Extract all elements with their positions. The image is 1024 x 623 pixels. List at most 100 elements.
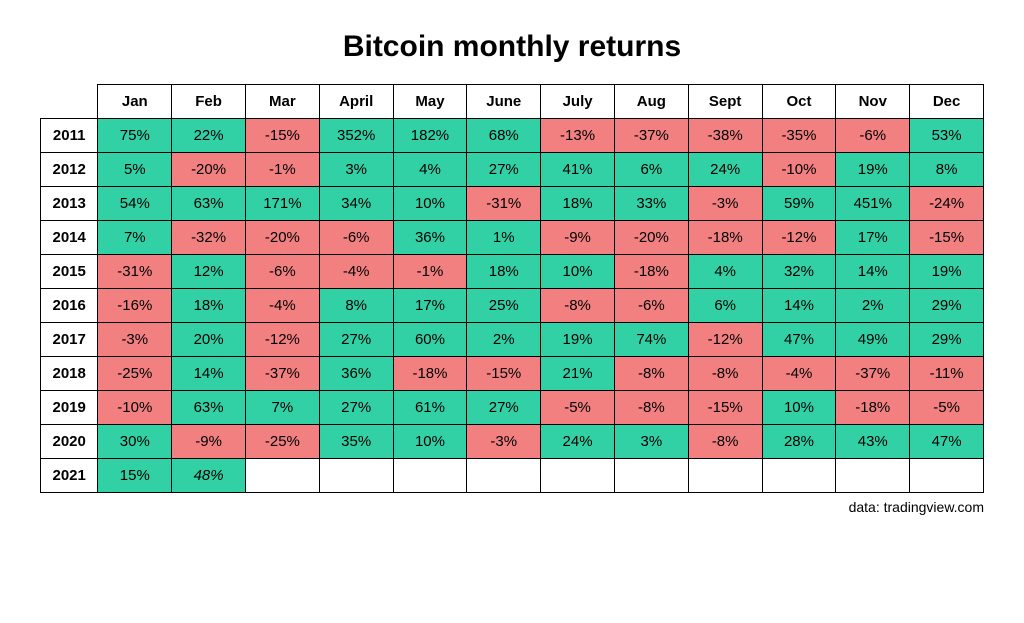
return-cell: 14% — [836, 255, 910, 289]
return-cell: -8% — [688, 357, 762, 391]
year-header: 2013 — [41, 187, 98, 221]
return-cell: -8% — [614, 391, 688, 425]
return-cell — [762, 459, 836, 493]
table-row: 2015-31%12%-6%-4%-1%18%10%-18%4%32%14%19… — [41, 255, 984, 289]
return-cell: 451% — [836, 187, 910, 221]
return-cell: 2% — [467, 323, 541, 357]
return-cell: 6% — [614, 153, 688, 187]
return-cell — [467, 459, 541, 493]
return-cell: 41% — [541, 153, 615, 187]
return-cell: -9% — [541, 221, 615, 255]
return-cell: 5% — [98, 153, 172, 187]
return-cell: -18% — [688, 221, 762, 255]
return-cell: -16% — [98, 289, 172, 323]
return-cell: -32% — [172, 221, 246, 255]
table-row: 202115%48% — [41, 459, 984, 493]
table-row: 202030%-9%-25%35%10%-3%24%3%-8%28%43%47% — [41, 425, 984, 459]
return-cell: -3% — [688, 187, 762, 221]
month-header: Nov — [836, 85, 910, 119]
year-header: 2021 — [41, 459, 98, 493]
return-cell: 10% — [541, 255, 615, 289]
data-source-credit: data: tradingview.com — [40, 499, 984, 515]
return-cell: -37% — [836, 357, 910, 391]
return-cell: 53% — [910, 119, 984, 153]
return-cell: 8% — [910, 153, 984, 187]
return-cell: 8% — [319, 289, 393, 323]
table-row: 2017-3%20%-12%27%60%2%19%74%-12%47%49%29… — [41, 323, 984, 357]
return-cell: -37% — [614, 119, 688, 153]
return-cell: -4% — [319, 255, 393, 289]
return-cell: -18% — [614, 255, 688, 289]
return-cell: -8% — [541, 289, 615, 323]
year-header: 2018 — [41, 357, 98, 391]
return-cell: 18% — [467, 255, 541, 289]
return-cell: 7% — [98, 221, 172, 255]
return-cell — [688, 459, 762, 493]
year-header: 2020 — [41, 425, 98, 459]
month-header: Aug — [614, 85, 688, 119]
return-cell: 19% — [910, 255, 984, 289]
return-cell: 12% — [172, 255, 246, 289]
return-cell — [393, 459, 467, 493]
return-cell: 18% — [541, 187, 615, 221]
return-cell: -10% — [98, 391, 172, 425]
return-cell: -20% — [172, 153, 246, 187]
return-cell: 75% — [98, 119, 172, 153]
return-cell — [541, 459, 615, 493]
return-cell: 14% — [762, 289, 836, 323]
return-cell: 36% — [319, 357, 393, 391]
return-cell: 60% — [393, 323, 467, 357]
table-body: 201175%22%-15%352%182%68%-13%-37%-38%-35… — [41, 119, 984, 493]
month-header: Feb — [172, 85, 246, 119]
month-header: Oct — [762, 85, 836, 119]
table-corner — [41, 85, 98, 119]
return-cell: -6% — [836, 119, 910, 153]
return-cell: 68% — [467, 119, 541, 153]
table-row: 20147%-32%-20%-6%36%1%-9%-20%-18%-12%17%… — [41, 221, 984, 255]
return-cell — [245, 459, 319, 493]
return-cell: -37% — [245, 357, 319, 391]
return-cell: -15% — [688, 391, 762, 425]
return-cell: -1% — [245, 153, 319, 187]
year-header: 2012 — [41, 153, 98, 187]
return-cell — [910, 459, 984, 493]
return-cell: 48% — [172, 459, 246, 493]
return-cell: 27% — [467, 391, 541, 425]
return-cell: -15% — [467, 357, 541, 391]
return-cell: 20% — [172, 323, 246, 357]
return-cell: 19% — [836, 153, 910, 187]
return-cell: -12% — [245, 323, 319, 357]
return-cell: 63% — [172, 391, 246, 425]
return-cell: 24% — [688, 153, 762, 187]
return-cell: 21% — [541, 357, 615, 391]
return-cell — [319, 459, 393, 493]
return-cell: -31% — [98, 255, 172, 289]
table-row: 20125%-20%-1%3%4%27%41%6%24%-10%19%8% — [41, 153, 984, 187]
return-cell: 1% — [467, 221, 541, 255]
return-cell: 10% — [393, 425, 467, 459]
month-header: Dec — [910, 85, 984, 119]
return-cell: 14% — [172, 357, 246, 391]
table-row: 201354%63%171%34%10%-31%18%33%-3%59%451%… — [41, 187, 984, 221]
return-cell: -35% — [762, 119, 836, 153]
return-cell: 33% — [614, 187, 688, 221]
month-header: June — [467, 85, 541, 119]
return-cell: 47% — [762, 323, 836, 357]
year-header: 2019 — [41, 391, 98, 425]
return-cell: 63% — [172, 187, 246, 221]
return-cell: -20% — [614, 221, 688, 255]
return-cell: 47% — [910, 425, 984, 459]
return-cell: 27% — [319, 391, 393, 425]
month-header: Sept — [688, 85, 762, 119]
return-cell: -15% — [245, 119, 319, 153]
return-cell: -15% — [910, 221, 984, 255]
table-header-row: JanFebMarAprilMayJuneJulyAugSeptOctNovDe… — [41, 85, 984, 119]
year-header: 2011 — [41, 119, 98, 153]
return-cell: 17% — [836, 221, 910, 255]
return-cell: -8% — [614, 357, 688, 391]
return-cell: 35% — [319, 425, 393, 459]
month-header: Jan — [98, 85, 172, 119]
return-cell: 18% — [172, 289, 246, 323]
table-row: 201175%22%-15%352%182%68%-13%-37%-38%-35… — [41, 119, 984, 153]
return-cell: -1% — [393, 255, 467, 289]
